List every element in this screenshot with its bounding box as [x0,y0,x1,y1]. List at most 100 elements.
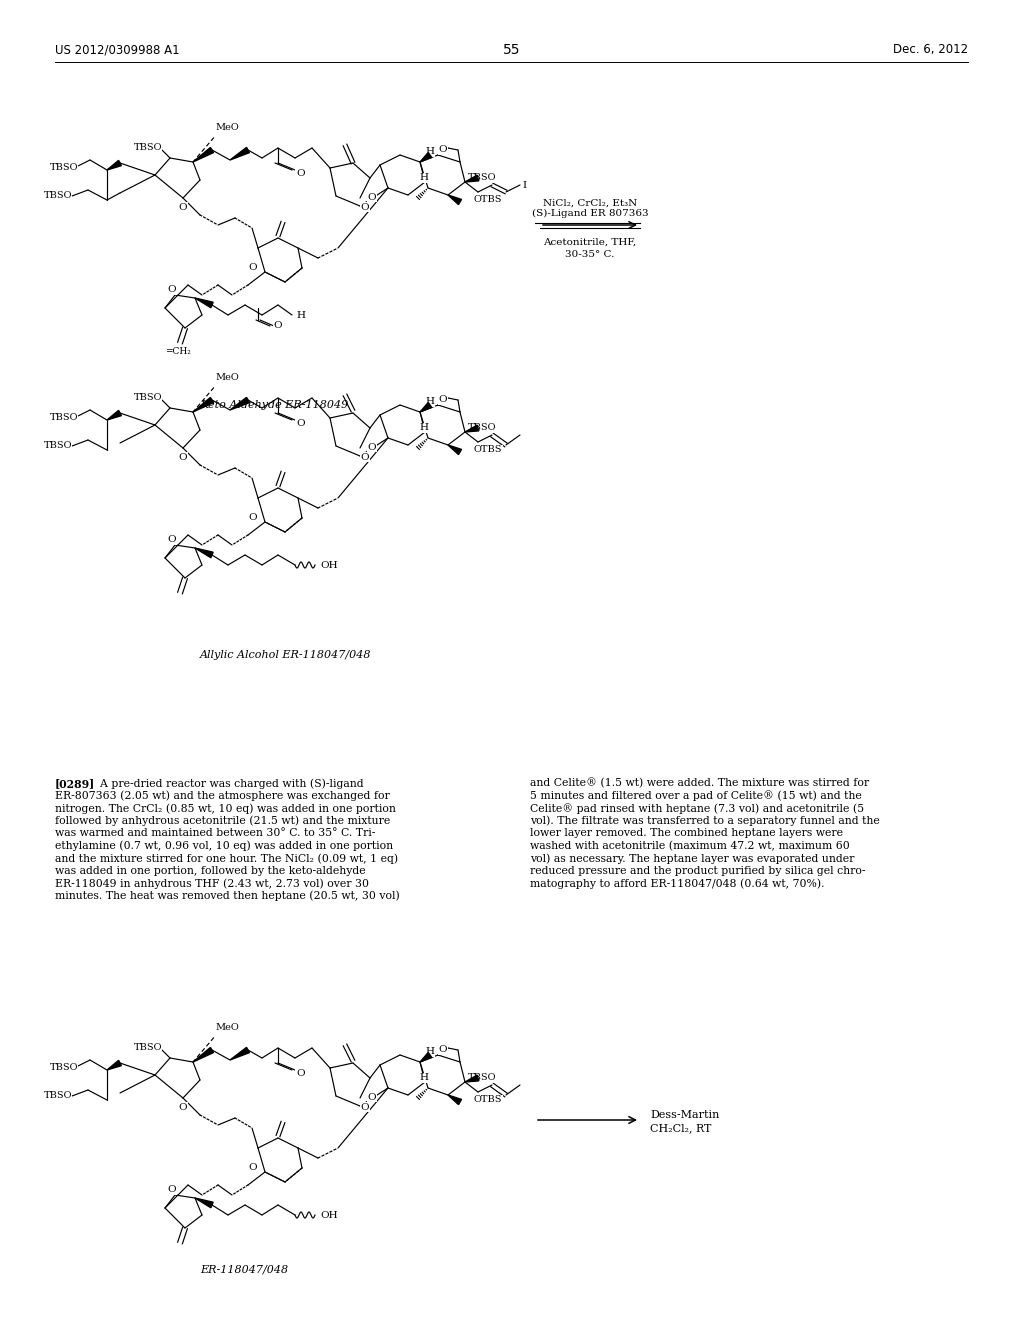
Polygon shape [449,195,462,205]
Text: TBSO: TBSO [43,1092,72,1101]
Text: Celite® pad rinsed with heptane (7.3 vol) and acetonitrile (5: Celite® pad rinsed with heptane (7.3 vol… [530,803,864,814]
Text: O: O [360,1102,370,1111]
Polygon shape [106,411,122,420]
Text: TBSO: TBSO [133,144,162,153]
Text: O: O [249,513,257,523]
Polygon shape [106,160,122,170]
Text: TBSO: TBSO [49,164,78,173]
Text: O: O [178,202,187,211]
Polygon shape [195,1199,213,1208]
Text: 30-35° C.: 30-35° C. [565,249,614,259]
Polygon shape [230,148,250,160]
Text: ER-118049 in anhydrous THF (2.43 wt, 2.73 vol) over 30: ER-118049 in anhydrous THF (2.43 wt, 2.7… [55,878,369,888]
Text: was warmed and maintained between 30° C. to 35° C. Tri-: was warmed and maintained between 30° C.… [55,828,376,838]
Polygon shape [465,176,479,182]
Text: MeO: MeO [215,374,239,383]
Polygon shape [195,548,213,558]
Text: O: O [273,322,283,330]
Text: vol). The filtrate was transferred to a separatory funnel and the: vol). The filtrate was transferred to a … [530,816,880,826]
Text: 5 minutes and filtered over a pad of Celite® (15 wt) and the: 5 minutes and filtered over a pad of Cel… [530,791,862,801]
Text: O: O [178,453,187,462]
Text: ER-118047/048: ER-118047/048 [200,1265,288,1275]
Text: and the mixture stirred for one hour. The NiCl₂ (0.09 wt, 1 eq): and the mixture stirred for one hour. Th… [55,853,398,863]
Text: H: H [425,397,434,407]
Text: TBSO: TBSO [133,1044,162,1052]
Text: Keto Aldehyde ER-118049: Keto Aldehyde ER-118049 [200,400,348,411]
Text: O: O [368,193,376,202]
Text: =CH₂: =CH₂ [165,347,190,356]
Polygon shape [449,445,462,454]
Polygon shape [420,1052,432,1063]
Polygon shape [230,397,250,411]
Text: minutes. The heat was removed then heptane (20.5 wt, 30 vol): minutes. The heat was removed then hepta… [55,891,399,902]
Text: Dess-Martin: Dess-Martin [650,1110,720,1119]
Polygon shape [193,1048,214,1063]
Text: TBSO: TBSO [43,191,72,201]
Text: MeO: MeO [215,124,239,132]
Polygon shape [193,148,214,162]
Polygon shape [465,425,479,432]
Text: OTBS: OTBS [474,1096,503,1105]
Text: A pre-dried reactor was charged with (S)-ligand: A pre-dried reactor was charged with (S)… [93,777,364,788]
Text: vol) as necessary. The heptane layer was evaporated under: vol) as necessary. The heptane layer was… [530,853,854,863]
Polygon shape [193,397,214,412]
Polygon shape [195,298,213,308]
Polygon shape [230,1047,250,1060]
Text: TBSO: TBSO [49,413,78,422]
Text: NiCl₂, CrCl₂, Et₃N: NiCl₂, CrCl₂, Et₃N [543,199,637,209]
Text: O: O [368,442,376,451]
Text: US 2012/0309988 A1: US 2012/0309988 A1 [55,44,179,57]
Text: O: O [368,1093,376,1101]
Text: OTBS: OTBS [474,195,503,205]
Text: 55: 55 [503,44,521,57]
Text: H: H [296,310,305,319]
Polygon shape [465,1074,479,1082]
Text: O: O [438,396,447,404]
Text: O: O [249,1163,257,1172]
Text: CH₂Cl₂, RT: CH₂Cl₂, RT [650,1123,712,1133]
Text: Acetonitrile, THF,: Acetonitrile, THF, [544,238,637,247]
Text: O: O [168,536,176,544]
Text: nitrogen. The CrCl₂ (0.85 wt, 10 eq) was added in one portion: nitrogen. The CrCl₂ (0.85 wt, 10 eq) was… [55,803,396,813]
Text: I: I [522,181,526,190]
Text: O: O [249,264,257,272]
Text: TBSO: TBSO [133,393,162,403]
Text: O: O [296,1069,304,1078]
Text: O: O [438,1045,447,1055]
Text: O: O [360,453,370,462]
Text: O: O [360,202,370,211]
Text: TBSO: TBSO [43,441,72,450]
Text: O: O [438,145,447,154]
Text: OH: OH [319,1210,338,1220]
Text: O: O [296,169,304,178]
Text: washed with acetonitrile (maximum 47.2 wt, maximum 60: washed with acetonitrile (maximum 47.2 w… [530,841,850,851]
Text: (S)-Ligand ER 807363: (S)-Ligand ER 807363 [531,209,648,218]
Text: O: O [168,1185,176,1195]
Text: MeO: MeO [215,1023,239,1032]
Polygon shape [420,153,432,162]
Text: H: H [419,424,428,433]
Text: and Celite® (1.5 wt) were added. The mixture was stirred for: and Celite® (1.5 wt) were added. The mix… [530,777,869,788]
Text: Dec. 6, 2012: Dec. 6, 2012 [893,44,968,57]
Text: [0289]: [0289] [55,777,95,789]
Text: H: H [425,1048,434,1056]
Text: TBSO: TBSO [468,1073,497,1082]
Text: ER-807363 (2.05 wt) and the atmosphere was exchanged for: ER-807363 (2.05 wt) and the atmosphere w… [55,791,390,801]
Text: reduced pressure and the product purified by silica gel chro-: reduced pressure and the product purifie… [530,866,865,875]
Text: H: H [419,1073,428,1082]
Text: TBSO: TBSO [468,173,497,182]
Text: H: H [425,148,434,157]
Text: lower layer removed. The combined heptane layers were: lower layer removed. The combined heptan… [530,828,843,838]
Text: matography to afford ER-118047/048 (0.64 wt, 70%).: matography to afford ER-118047/048 (0.64… [530,878,824,888]
Polygon shape [420,403,432,412]
Text: TBSO: TBSO [468,424,497,433]
Text: OH: OH [319,561,338,569]
Text: OTBS: OTBS [474,446,503,454]
Text: followed by anhydrous acetonitrile (21.5 wt) and the mixture: followed by anhydrous acetonitrile (21.5… [55,816,390,826]
Text: O: O [178,1102,187,1111]
Polygon shape [106,1060,122,1071]
Text: O: O [168,285,176,294]
Text: Allylic Alcohol ER-118047/048: Allylic Alcohol ER-118047/048 [200,649,372,660]
Text: O: O [296,420,304,429]
Text: was added in one portion, followed by the keto-aldehyde: was added in one portion, followed by th… [55,866,366,875]
